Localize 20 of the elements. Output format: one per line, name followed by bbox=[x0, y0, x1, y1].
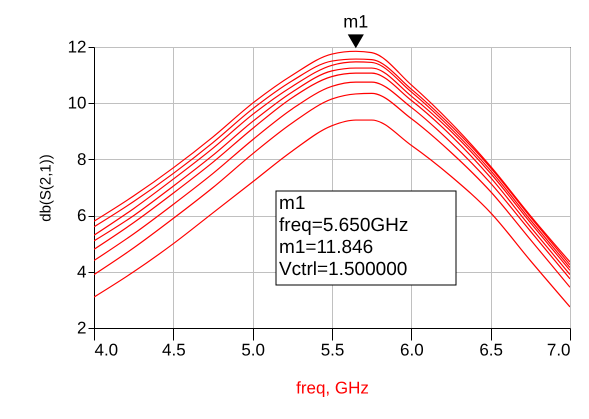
annotation: m1 bbox=[279, 193, 306, 214]
x-axis-title: freq, GHz bbox=[296, 378, 369, 398]
x-tick-label: 5.0 bbox=[241, 340, 265, 360]
x-tick-label: 6.0 bbox=[400, 340, 424, 360]
annotation: m1 bbox=[343, 11, 368, 32]
x-tick-label: 6.5 bbox=[479, 340, 503, 360]
x-tick-label: 5.5 bbox=[320, 340, 344, 360]
y-tick-label: 4 bbox=[77, 262, 86, 282]
y-tick-label: 10 bbox=[68, 94, 86, 113]
x-tick-label: 7.0 bbox=[546, 340, 570, 360]
y-tick-label: 12 bbox=[68, 38, 86, 56]
x-tick-label: 4.0 bbox=[94, 340, 118, 360]
annotation: m1=11.846 bbox=[279, 237, 374, 258]
y-axis-title: db(S(2,1)) bbox=[38, 154, 55, 222]
annotation: freq=5.650GHz bbox=[279, 215, 408, 236]
y-tick-label: 8 bbox=[77, 150, 86, 169]
x-tick-label: 4.5 bbox=[162, 340, 186, 360]
y-tick-label: 2 bbox=[77, 318, 86, 338]
y-tick-label: 6 bbox=[77, 206, 86, 226]
annotation: Vctrl=1.500000 bbox=[279, 259, 408, 280]
